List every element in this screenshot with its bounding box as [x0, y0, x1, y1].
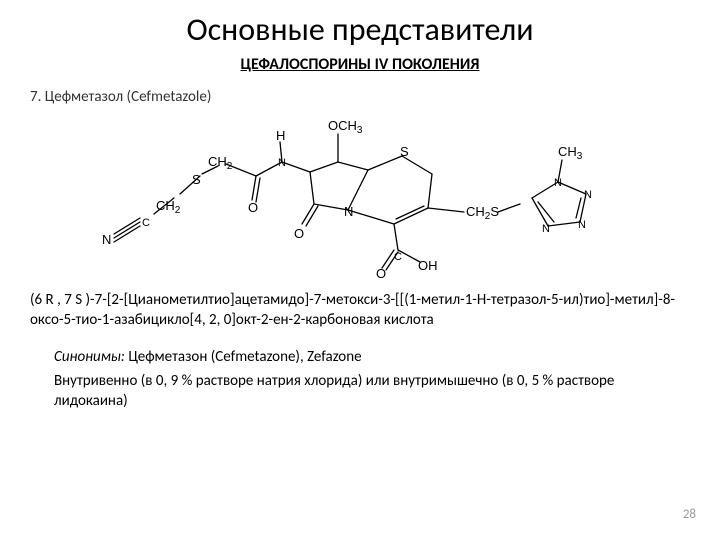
page-number: 28 — [683, 507, 696, 522]
svg-text:O: O — [248, 200, 258, 215]
svg-text:S: S — [192, 172, 201, 187]
svg-text:N: N — [578, 219, 586, 231]
svg-text:H: H — [276, 128, 285, 143]
chemical-structure: OCH3 S N O H N O CH2 S CH2 C N C O OH CH… — [80, 112, 640, 282]
svg-text:N: N — [278, 157, 286, 169]
svg-text:O: O — [376, 266, 386, 281]
synonyms-label: Синонимы: — [54, 348, 125, 366]
synonyms-text: Цефметазон (Cefmetazone), Zefazone — [125, 348, 362, 366]
slide-title: Основные представители — [30, 10, 690, 49]
svg-text:CH2S: CH2S — [466, 204, 499, 222]
svg-text:N: N — [102, 232, 111, 247]
svg-text:CH3: CH3 — [558, 144, 583, 162]
svg-text:O: O — [294, 226, 304, 241]
svg-text:S: S — [400, 144, 409, 159]
svg-text:CH2: CH2 — [156, 198, 181, 216]
svg-text:C: C — [394, 251, 402, 263]
svg-text:C: C — [142, 217, 150, 229]
slide-subtitle: ЦЕФАЛОСПОРИНЫ IV ПОКОЛЕНИЯ — [30, 55, 690, 74]
svg-text:N: N — [554, 177, 562, 189]
svg-text:N: N — [542, 223, 550, 235]
administration-text: Внутривенно (в 0, 9 % растворе натрия хл… — [30, 371, 690, 412]
svg-text:N: N — [584, 189, 592, 201]
iupac-name: (6 R , 7 S )-7-[2-[Цианометилтио]ацетами… — [30, 290, 690, 331]
svg-text:OH: OH — [418, 258, 438, 273]
synonyms-line: Синонимы: Цефметазон (Cefmetazone), Zefa… — [30, 347, 690, 367]
compound-name: 7. Цефметазол (Cefmetazole) — [30, 88, 690, 106]
svg-text:OCH3: OCH3 — [328, 118, 363, 136]
svg-text:N: N — [344, 204, 353, 219]
